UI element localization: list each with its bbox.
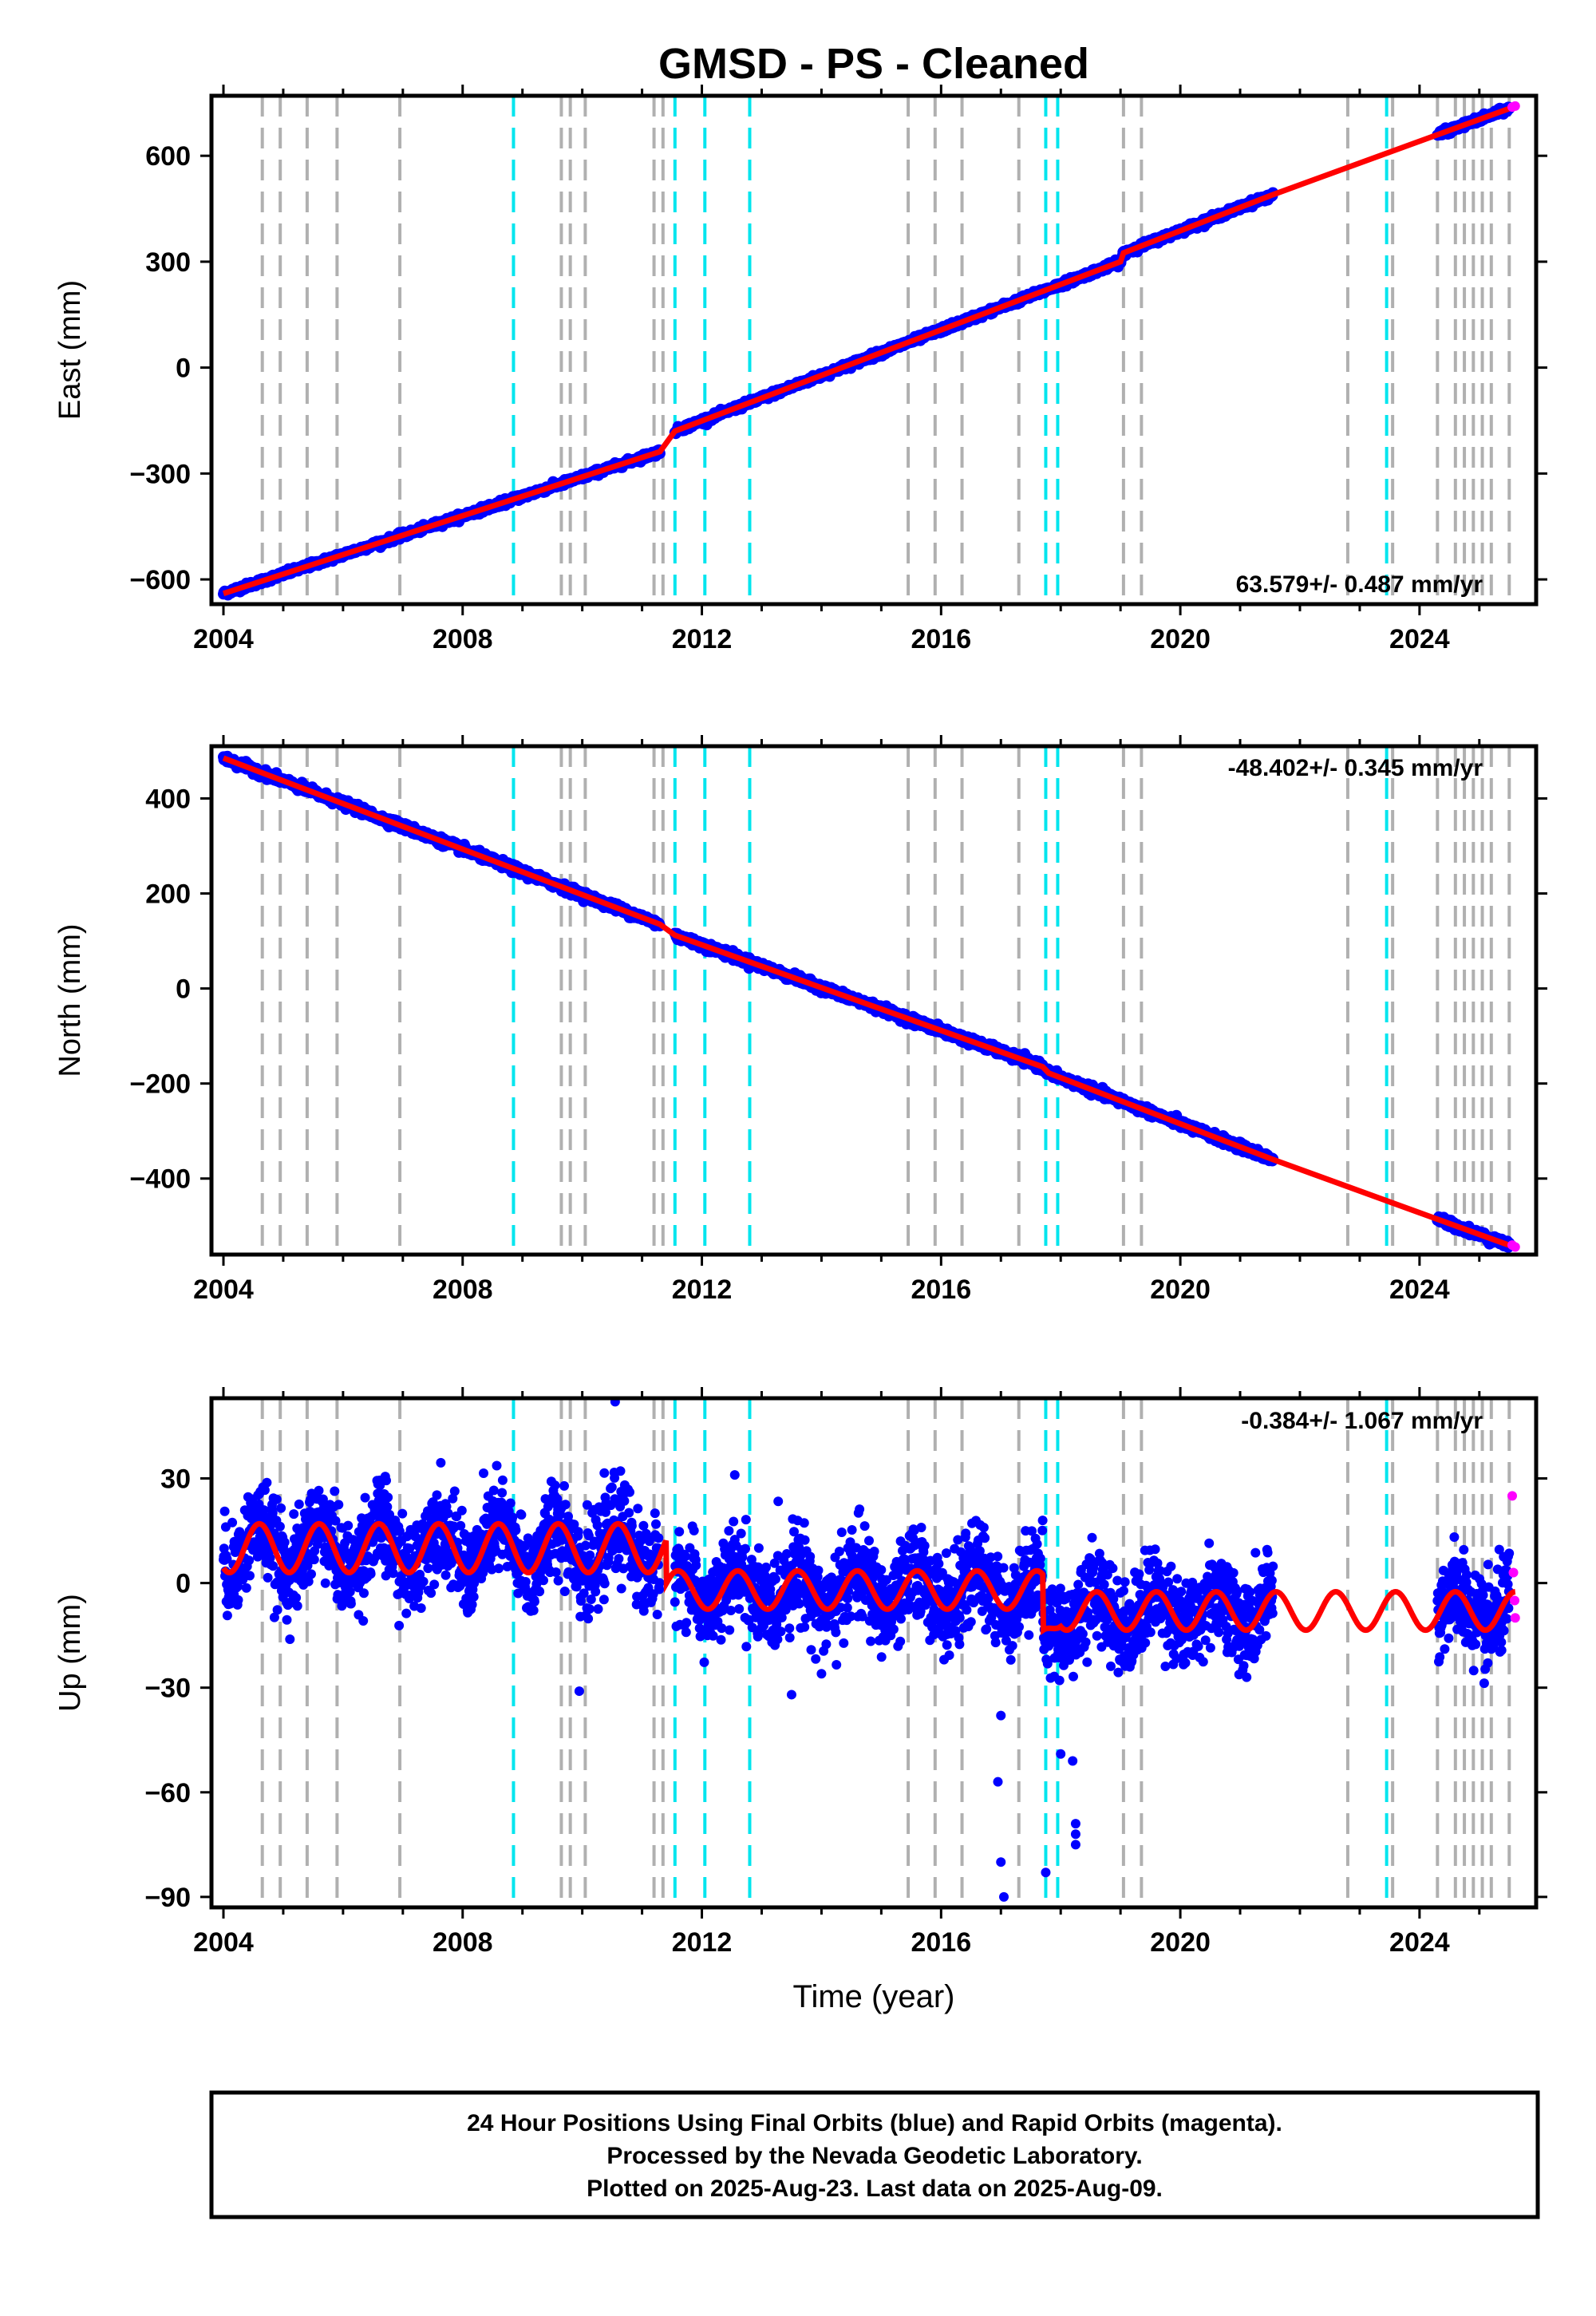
x-tick-label: 2004 [193, 624, 254, 654]
y-tick-label: −300 [129, 459, 191, 489]
x-tick-label: 2024 [1389, 624, 1450, 654]
x-tick-label: 2008 [433, 624, 493, 654]
model-curve [222, 104, 1516, 597]
y-tick-label: 0 [176, 354, 191, 384]
y-tick-label: 600 [145, 141, 191, 172]
x-tick-label: 2012 [672, 624, 733, 654]
y-tick-label: −600 [129, 565, 191, 595]
velocity-rate-label: 63.579+/- 0.487 mm/yr [1236, 571, 1483, 598]
y-axis-label: East (mm) [53, 280, 87, 420]
chart-title: GMSD - PS - Cleaned [658, 40, 1089, 88]
rapid-orbit-point [1510, 101, 1520, 111]
east-panel: 2004 2008 2012 2016 2020 2024 −600 −300 0 300 600 E… [53, 85, 1547, 654]
x-tick-label: 2016 [911, 624, 971, 654]
plot-frame [209, 93, 1539, 607]
north-panel: 2004 2008 2012 2016 2020 2024−400−2000200400N… [53, 735, 1547, 1305]
y-tick-label: 300 [145, 247, 191, 278]
x-tick-label: 2020 [1150, 624, 1211, 654]
